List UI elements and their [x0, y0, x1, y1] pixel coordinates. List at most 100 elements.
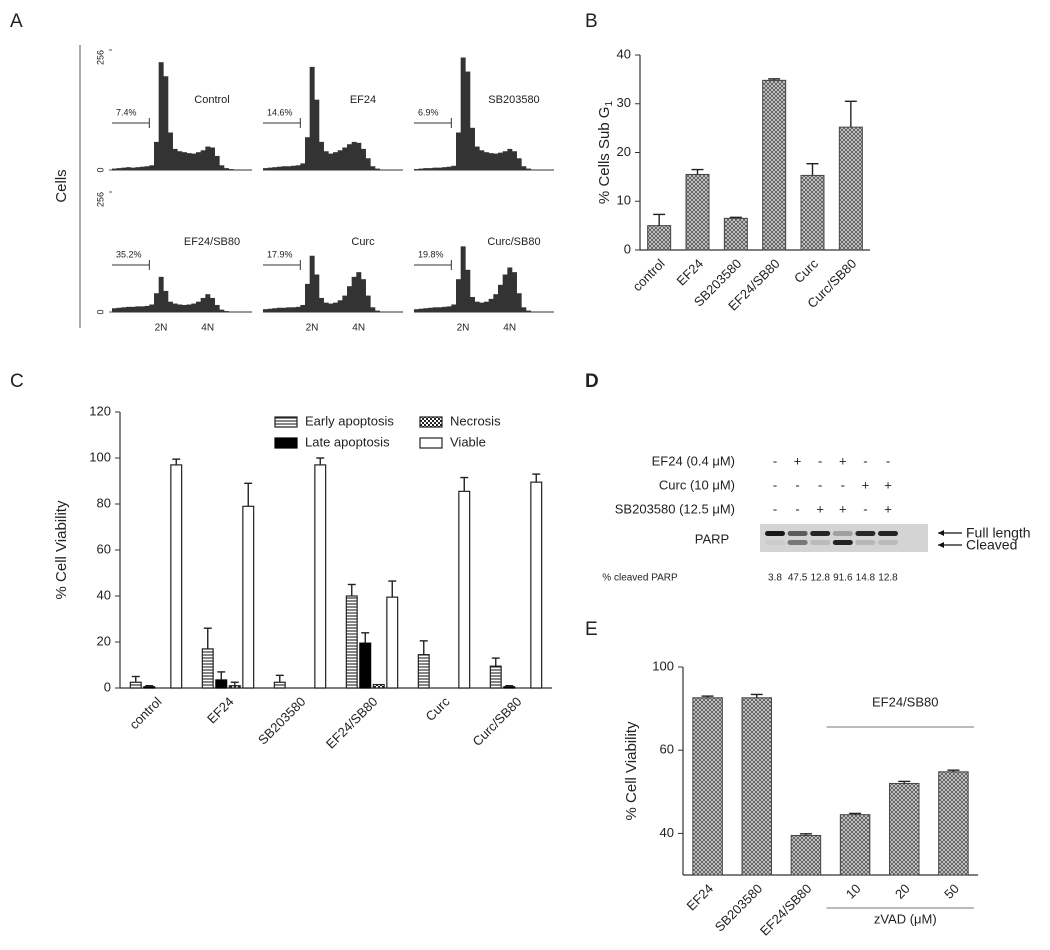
treatment-sign: - — [863, 453, 867, 468]
bar — [242, 505, 255, 689]
histogram-bin — [365, 295, 371, 312]
histogram-bin — [305, 137, 310, 170]
histogram-bin — [323, 302, 329, 312]
histogram-bin — [347, 144, 352, 170]
full-length-band — [810, 531, 831, 536]
histogram-bin — [423, 308, 429, 312]
treatment-sign: - — [773, 501, 777, 516]
histogram-bin — [484, 301, 489, 312]
bar — [143, 686, 156, 689]
x-tick-label: 2N — [155, 323, 168, 334]
histogram-bin — [300, 163, 306, 170]
y-tick-label: 100 — [652, 658, 674, 673]
quant-value: 12.8 — [878, 573, 898, 584]
histogram-bin — [130, 167, 136, 170]
histogram-bin — [126, 306, 131, 312]
bar — [314, 464, 327, 689]
treatment-sign: + — [794, 453, 802, 468]
y-tick-label: 0 — [624, 241, 631, 256]
x-tick-label: 2N — [457, 323, 470, 334]
histogram-bin — [158, 276, 164, 312]
x-tick-label: EF24 — [673, 256, 706, 289]
histogram-bin — [191, 303, 197, 312]
histogram-bin — [460, 246, 466, 312]
histogram-bin — [154, 293, 159, 312]
blot-membrane — [760, 524, 928, 552]
histogram-bin — [512, 272, 517, 312]
histogram-bin — [130, 306, 136, 312]
x-tick-label: 4N — [352, 323, 365, 334]
histogram-bin — [516, 293, 522, 312]
histogram-bin — [319, 141, 324, 170]
histogram-bin — [314, 99, 320, 170]
x-tick-label: EF24 — [684, 881, 717, 914]
treatment-sign: - — [773, 453, 777, 468]
histogram-bin — [309, 66, 315, 170]
histogram-bin — [414, 309, 419, 312]
y-tick-label: 100 — [89, 449, 111, 464]
bar — [685, 173, 710, 251]
histogram-bin — [205, 146, 211, 170]
bar — [489, 665, 502, 689]
panel-title: SB203580 — [488, 94, 539, 106]
histogram-bin — [414, 169, 419, 170]
x-tick-label: control — [630, 256, 668, 294]
bar — [889, 782, 920, 876]
y-tick-label: 20 — [617, 144, 631, 159]
histogram-bin — [295, 306, 301, 312]
x-tick-label: Curc — [423, 694, 453, 724]
treatment-sign: + — [839, 453, 847, 468]
histogram-bin — [228, 169, 234, 170]
gate-label: 7.4% — [116, 107, 137, 117]
histogram-bin — [224, 168, 229, 170]
x-tick-label: EF24/SB80 — [323, 694, 381, 752]
treatment-label: SB203580 (12.5 μM) — [615, 501, 735, 516]
histogram-bin — [205, 294, 211, 312]
x-tick-label: 4N — [503, 323, 516, 334]
histogram-bin — [432, 307, 438, 312]
x-tick-label: 4N — [201, 323, 214, 334]
treatment-sign: + — [884, 477, 892, 492]
treatment-sign: - — [773, 477, 777, 492]
histogram-bin — [144, 166, 150, 170]
y-tick-label: 20 — [97, 633, 111, 648]
histogram-bin — [437, 307, 443, 312]
bar — [762, 79, 787, 251]
gate-label: 14.6% — [267, 107, 293, 117]
quant-value: 3.8 — [768, 573, 782, 584]
legend-label: Viable — [450, 434, 486, 449]
treatment-label: EF24 (0.4 μM) — [652, 453, 735, 468]
panel-title: EF24/SB80 — [184, 236, 240, 248]
histogram-bin — [375, 310, 380, 312]
histogram-bin — [484, 152, 489, 170]
y-tick-label: 256 — [95, 192, 105, 207]
panel-label: A — [10, 11, 23, 32]
bar — [530, 481, 543, 689]
histogram-bin — [361, 279, 366, 312]
cleaved-band — [878, 540, 898, 545]
bar — [372, 683, 385, 689]
gate-label: 17.9% — [267, 249, 293, 259]
y-axis-label-subscript: 1 — [604, 101, 615, 107]
arrow-head — [938, 542, 944, 548]
treatment-sign: - — [818, 453, 822, 468]
axis-group-label: zVAD (μM) — [874, 911, 937, 926]
treatment-sign: + — [816, 501, 824, 516]
y-tick-label: 60 — [660, 742, 674, 757]
treatment-label: Curc (10 μM) — [659, 477, 735, 492]
treatment-sign: - — [863, 501, 867, 516]
histogram-bin — [263, 168, 268, 170]
quant-value: 47.5 — [788, 573, 808, 584]
y-tick-label: 256 — [95, 50, 105, 65]
bar — [228, 685, 241, 689]
histogram-bin — [456, 279, 461, 312]
treatment-sign: + — [862, 477, 870, 492]
histogram-bin — [163, 290, 169, 312]
histogram-bin — [286, 307, 292, 312]
bar — [647, 225, 672, 251]
histogram-bin — [328, 153, 334, 170]
histogram-bin — [149, 304, 155, 312]
histogram-bin — [365, 158, 371, 170]
histogram-bin — [470, 297, 475, 312]
